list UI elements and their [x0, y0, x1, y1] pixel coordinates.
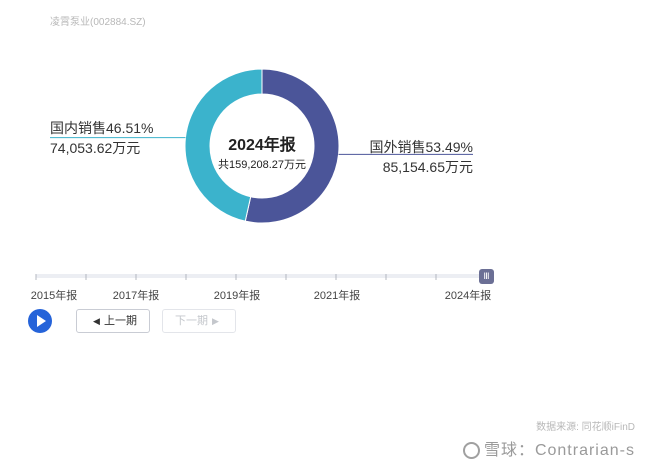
data-source: 数据来源: 同花顺iFinD [536, 422, 635, 433]
overseas-label: 国外销售53.49% 85,154.65万元 [370, 137, 473, 177]
center-period-title: 2024年报 [228, 137, 296, 154]
timeline-handle[interactable]: Ⅲ [479, 269, 494, 284]
timeline-label-2019[interactable]: 2019年报 [213, 290, 261, 302]
timeline-label-2024[interactable]: 2024年报 [444, 290, 492, 302]
watermark-text: 雪球：Contrarian-s [483, 442, 635, 459]
prev-period-label: 上一期 [103, 315, 137, 327]
caret-left-icon: ◀ [93, 316, 100, 326]
play-icon[interactable] [28, 309, 52, 333]
timeline-label-2017[interactable]: 2017年报 [112, 290, 160, 302]
center-total-value: 共159,208.27万元 [217, 159, 307, 171]
snowball-logo-icon [462, 442, 480, 459]
slice-domestic[interactable] [184, 68, 263, 222]
overseas-percent-label: 国外销售53.49% [369, 139, 473, 155]
domestic-label: 国内销售46.51% 74,053.62万元 [50, 118, 153, 158]
next-period-button[interactable]: 下一期 ▶ [162, 309, 236, 333]
timeline-label-2015[interactable]: 2015年报 [30, 290, 78, 302]
timeline-label-2021[interactable]: 2021年报 [313, 290, 361, 302]
domestic-value-label: 74,053.62万元 [50, 140, 141, 156]
overseas-value-label: 85,154.65万元 [382, 159, 473, 175]
watermark: 雪球：Contrarian-s [462, 436, 635, 460]
company-title: 凌霄泵业(002884.SZ) [50, 17, 146, 28]
prev-period-button[interactable]: ◀ 上一期 [76, 309, 150, 333]
caret-right-icon: ▶ [212, 316, 219, 326]
next-period-label: 下一期 [175, 315, 209, 327]
slice-overseas[interactable] [244, 68, 340, 224]
domestic-percent-label: 国内销售46.51% [50, 120, 154, 136]
